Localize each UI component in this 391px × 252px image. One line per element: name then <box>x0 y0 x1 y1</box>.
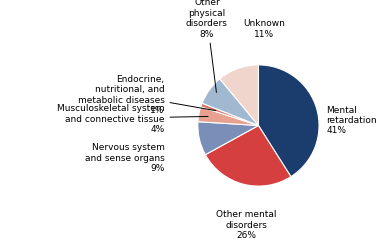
Wedge shape <box>201 104 258 126</box>
Text: Nervous system
and sense organs
9%: Nervous system and sense organs 9% <box>85 143 165 172</box>
Text: Musculoskeletal system
and connective tissue
4%: Musculoskeletal system and connective ti… <box>57 104 208 134</box>
Text: Mental
retardation
41%: Mental retardation 41% <box>326 105 377 135</box>
Text: Unknown
11%: Unknown 11% <box>244 19 285 39</box>
Text: Other mental
disorders
26%: Other mental disorders 26% <box>216 209 276 239</box>
Wedge shape <box>205 126 291 186</box>
Text: Other
physical
disorders
8%: Other physical disorders 8% <box>186 0 228 93</box>
Text: Endocrine,
nutritional, and
metabolic diseases
1%: Endocrine, nutritional, and metabolic di… <box>78 75 216 115</box>
Wedge shape <box>258 66 319 177</box>
Wedge shape <box>198 122 258 155</box>
Wedge shape <box>220 66 258 126</box>
Wedge shape <box>198 107 258 126</box>
Wedge shape <box>202 79 258 126</box>
